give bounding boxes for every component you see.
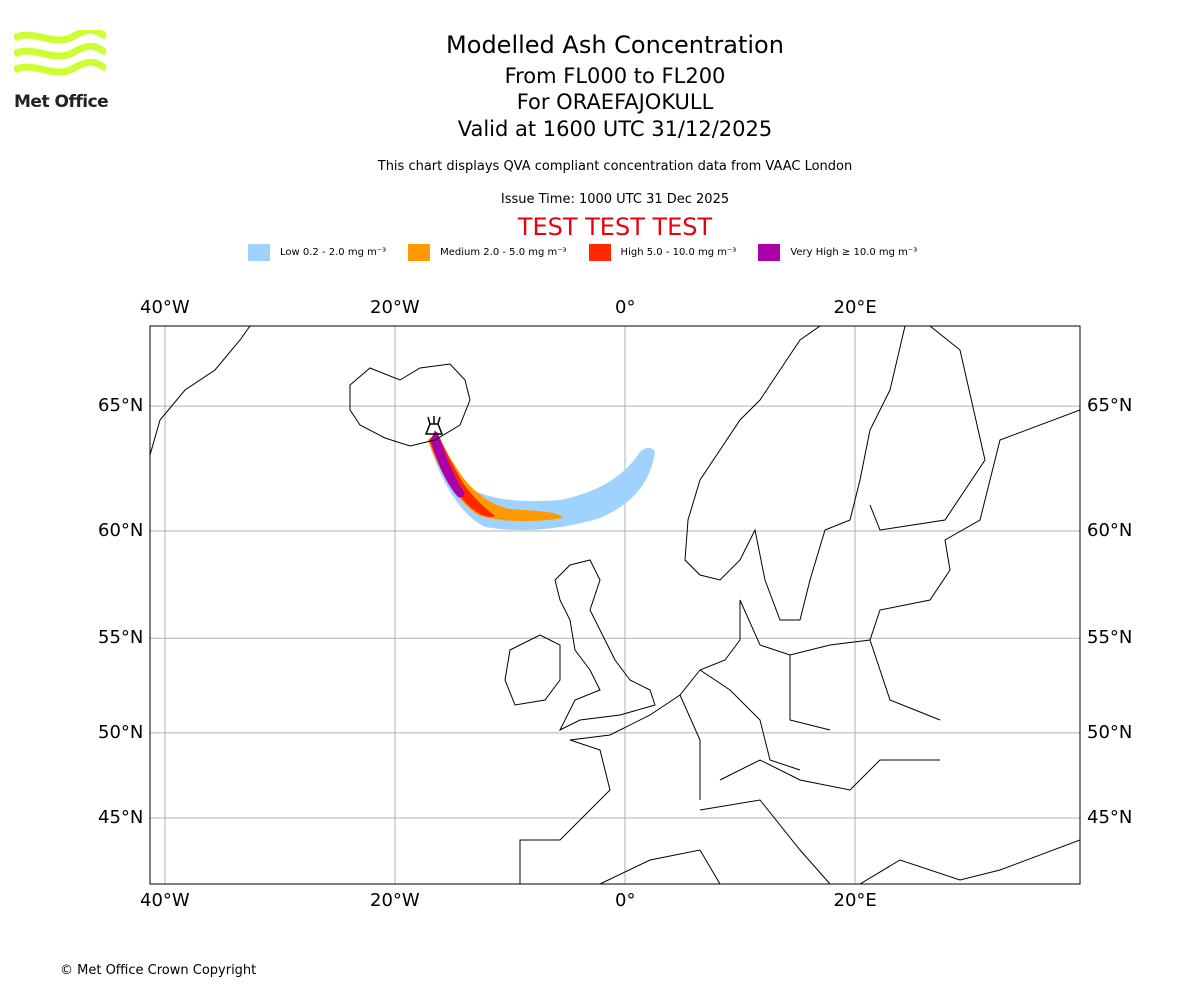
ash-high xyxy=(429,432,495,517)
volcano-name: For ORAEFAJOKULL xyxy=(516,90,714,114)
lat-tick-label-right: 60°N xyxy=(1087,520,1133,541)
lat-tick-label-right: 65°N xyxy=(1087,395,1133,417)
coast-finland xyxy=(869,326,986,531)
valid-time: Valid at 1600 UTC 31/12/2025 xyxy=(457,117,773,141)
lat-tick-label-right: 55°N xyxy=(1087,627,1133,649)
lat-tick-label-left: 60°N xyxy=(98,520,144,541)
legend-item-high: High 5.0 - 10.0 mg m⁻³ xyxy=(588,244,737,261)
coast-greenland xyxy=(150,326,251,456)
chart-title: Modelled Ash Concentration xyxy=(446,31,784,59)
coast-scandinavia xyxy=(684,326,906,621)
lon-tick-label-top: 40°W xyxy=(140,297,190,318)
legend-item-very-high: Very High ≥ 10.0 mg m⁻³ xyxy=(758,244,917,261)
coast-great-britain xyxy=(554,559,656,732)
legend-swatch xyxy=(408,244,431,261)
legend-swatch xyxy=(758,244,781,261)
test-banner: TEST TEST TEST xyxy=(517,213,713,241)
legend: Low 0.2 - 2.0 mg m⁻³ Medium 2.0 - 5.0 mg… xyxy=(248,244,939,261)
lat-tick-label-left: 55°N xyxy=(98,627,144,649)
lon-tick-label-top: 20°W xyxy=(370,297,420,318)
legend-item-low: Low 0.2 - 2.0 mg m⁻³ xyxy=(248,244,386,261)
lat-tick-label-left: 45°N xyxy=(98,807,144,829)
legend-item-medium: Medium 2.0 - 5.0 mg m⁻³ xyxy=(408,244,567,261)
ash-plume xyxy=(428,430,655,530)
issue-time: Issue Time: 1000 UTC 31 Dec 2025 xyxy=(500,192,730,207)
lat-tick-label-right: 50°N xyxy=(1087,721,1133,743)
lon-tick-label-bottom: 0° xyxy=(615,890,636,911)
description: This chart displays QVA compliant concen… xyxy=(377,159,853,174)
map-frame xyxy=(149,325,1081,885)
volcano-icon xyxy=(424,416,444,435)
lon-tick-label-bottom: 20°W xyxy=(370,890,420,911)
country-borders xyxy=(679,639,941,800)
lon-tick-label-bottom: 20°E xyxy=(833,890,877,911)
legend-label: High 5.0 - 10.0 mg m⁻³ xyxy=(620,247,737,258)
legend-label: Very High ≥ 10.0 mg m⁻³ xyxy=(790,247,918,258)
logo-text: Met Office xyxy=(14,92,109,112)
ash-medium xyxy=(428,432,563,522)
legend-swatch xyxy=(588,244,611,261)
lon-tick-label-top: 0° xyxy=(615,297,636,318)
coast-iceland xyxy=(349,363,471,447)
ash-very-high xyxy=(431,430,465,498)
copyright: © Met Office Crown Copyright xyxy=(60,963,257,978)
coastlines xyxy=(150,326,1080,884)
lat-tick-label-right: 45°N xyxy=(1087,807,1133,829)
legend-label: Medium 2.0 - 5.0 mg m⁻³ xyxy=(440,247,567,258)
legend-swatch xyxy=(248,244,270,261)
coast-continent xyxy=(519,409,1080,884)
flight-levels: From FL000 to FL200 xyxy=(504,64,726,88)
gridlines xyxy=(150,326,1080,884)
legend-label: Low 0.2 - 2.0 mg m⁻³ xyxy=(280,247,387,258)
lon-tick-label-top: 20°E xyxy=(833,297,877,318)
lon-tick-label-bottom: 40°W xyxy=(140,890,190,911)
met-office-logo xyxy=(14,30,106,76)
coast-ireland xyxy=(504,634,561,706)
lat-tick-label-left: 50°N xyxy=(98,721,144,743)
lat-tick-label-left: 65°N xyxy=(98,395,144,417)
coast-mediterranean xyxy=(599,799,1080,884)
